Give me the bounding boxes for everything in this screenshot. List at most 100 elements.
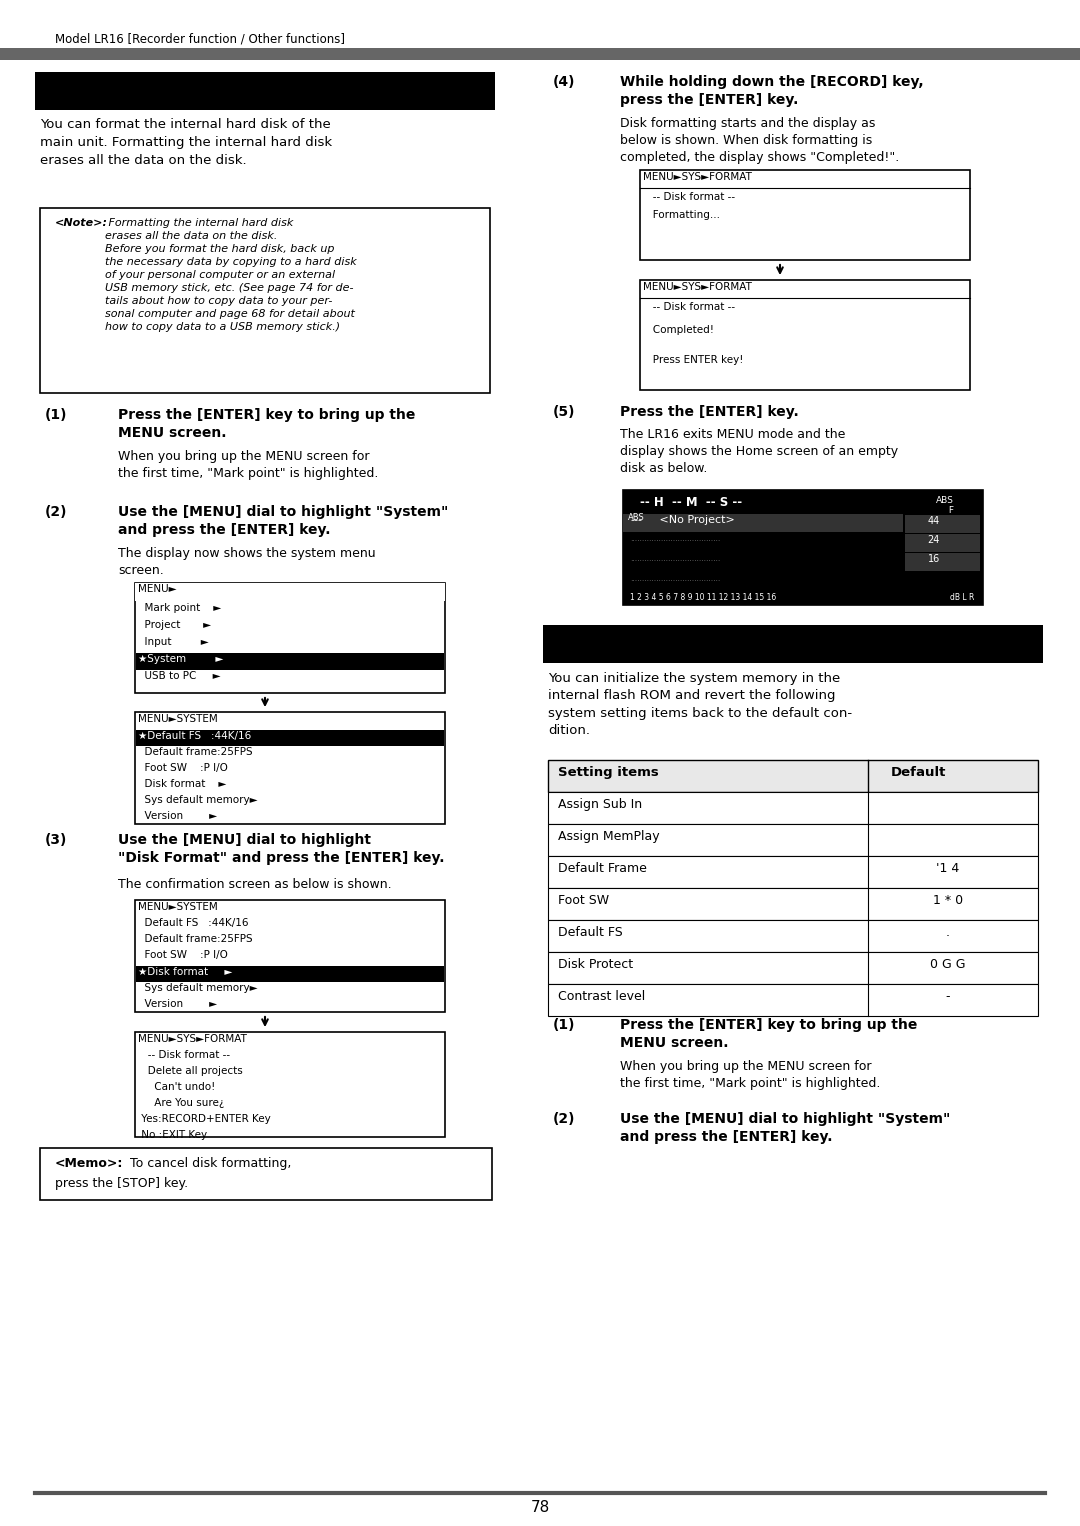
Bar <box>903 514 983 572</box>
Bar <box>905 534 980 552</box>
Text: Version        ►: Version ► <box>138 810 217 821</box>
Text: Use the [MENU] dial to highlight "System"
and press the [ENTER] key.: Use the [MENU] dial to highlight "System… <box>620 1112 950 1144</box>
Bar <box>135 583 445 693</box>
Text: 78: 78 <box>530 1500 550 1515</box>
Text: Can't undo!: Can't undo! <box>138 1082 215 1093</box>
Text: Yes:RECORD+ENTER Key: Yes:RECORD+ENTER Key <box>138 1114 271 1125</box>
Text: (1): (1) <box>45 407 67 423</box>
Text: press the [STOP] key.: press the [STOP] key. <box>55 1177 188 1190</box>
Text: 1 2 3 4 5 6 7 8 9 10 11 12 13 14 15 16: 1 2 3 4 5 6 7 8 9 10 11 12 13 14 15 16 <box>630 594 777 601</box>
Bar <box>623 572 903 591</box>
Text: .: . <box>946 926 950 938</box>
Text: Use the [MENU] dial to highlight
"Disk Format" and press the [ENTER] key.: Use the [MENU] dial to highlight "Disk F… <box>118 833 445 865</box>
Text: ......................................: ...................................... <box>630 574 720 583</box>
Text: Version        ►: Version ► <box>138 1000 217 1009</box>
Bar <box>623 514 983 533</box>
Bar <box>543 626 1043 662</box>
Text: ★Disk format     ►: ★Disk format ► <box>138 967 232 977</box>
Text: Press ENTER key!: Press ENTER key! <box>643 356 743 365</box>
Text: (4): (4) <box>553 75 576 89</box>
Text: Formatting the internal hard disk
erases all the data on the disk.
Before you fo: Formatting the internal hard disk erases… <box>105 218 356 333</box>
Text: Project       ►: Project ► <box>138 620 211 630</box>
Text: Press the [ENTER] key.: Press the [ENTER] key. <box>620 404 799 420</box>
Text: No :EXIT Key: No :EXIT Key <box>138 1129 207 1140</box>
Bar <box>40 208 490 394</box>
Text: Model LR16 [Recorder function / Other functions]: Model LR16 [Recorder function / Other fu… <box>55 32 345 44</box>
Text: Default: Default <box>890 766 946 778</box>
Text: Contrast level: Contrast level <box>558 990 645 1003</box>
Bar <box>40 1148 492 1199</box>
Bar <box>135 900 445 1012</box>
Text: While holding down the [RECORD] key,
press the [ENTER] key.: While holding down the [RECORD] key, pre… <box>620 75 923 107</box>
Text: <No Project>: <No Project> <box>656 514 734 525</box>
Bar <box>623 552 903 571</box>
Text: Setting items: Setting items <box>558 766 659 778</box>
Text: 24: 24 <box>928 536 940 545</box>
Text: Default FS: Default FS <box>558 926 623 938</box>
Bar <box>905 514 980 533</box>
Text: -- Disk format --: -- Disk format -- <box>643 192 735 201</box>
Bar <box>35 72 495 110</box>
Text: '1 4: '1 4 <box>936 862 960 874</box>
Bar <box>0 47 1080 60</box>
Text: ABS: ABS <box>627 513 645 522</box>
Text: Sys default memory►: Sys default memory► <box>138 795 258 806</box>
Text: Disk Protect: Disk Protect <box>558 958 633 971</box>
Text: 16: 16 <box>928 554 940 565</box>
Text: MENU►: MENU► <box>138 584 177 594</box>
Text: To cancel disk formatting,: To cancel disk formatting, <box>130 1157 292 1170</box>
Text: The confirmation screen as below is shown.: The confirmation screen as below is show… <box>118 877 392 891</box>
Bar <box>136 729 444 746</box>
Bar <box>136 966 444 983</box>
Text: Input         ►: Input ► <box>138 636 208 647</box>
Text: -: - <box>946 990 950 1003</box>
Text: MENU►SYS►FORMAT: MENU►SYS►FORMAT <box>643 172 752 182</box>
Text: When you bring up the MENU screen for
the first time, "Mark point" is highlighte: When you bring up the MENU screen for th… <box>118 450 378 481</box>
Bar <box>548 888 1038 920</box>
Text: ......................................: ...................................... <box>630 534 720 543</box>
Text: Are You sure¿: Are You sure¿ <box>138 1099 225 1108</box>
Text: 1 * 0: 1 * 0 <box>933 894 963 906</box>
Text: -- Disk format --: -- Disk format -- <box>138 1050 230 1061</box>
Text: (1): (1) <box>553 1018 576 1032</box>
Text: ★System         ►: ★System ► <box>138 655 224 664</box>
Text: -- H  -- M  -- S --: -- H -- M -- S -- <box>640 496 742 510</box>
Bar <box>640 279 970 391</box>
Text: Assign MemPlay: Assign MemPlay <box>558 830 660 842</box>
Text: (2): (2) <box>553 1112 576 1126</box>
Text: Default Frame: Default Frame <box>558 862 647 874</box>
Bar <box>548 920 1038 952</box>
Bar <box>135 583 445 601</box>
Bar <box>135 1032 445 1137</box>
Text: (5): (5) <box>553 404 576 420</box>
Text: Sys default memory►: Sys default memory► <box>138 983 258 993</box>
Text: -- Disk format --: -- Disk format -- <box>643 302 735 311</box>
Text: Default frame:25FPS: Default frame:25FPS <box>138 748 253 757</box>
Text: Use the [MENU] dial to highlight "System"
and press the [ENTER] key.: Use the [MENU] dial to highlight "System… <box>118 505 448 537</box>
Text: Default frame:25FPS: Default frame:25FPS <box>138 934 253 945</box>
Text: 0 G G: 0 G G <box>930 958 966 971</box>
Text: Delete all projects: Delete all projects <box>138 1067 243 1076</box>
Bar <box>623 490 983 604</box>
Text: The display now shows the system menu
screen.: The display now shows the system menu sc… <box>118 546 376 577</box>
Text: Foot SW    :P I/O: Foot SW :P I/O <box>138 763 228 774</box>
Text: Foot SW    :P I/O: Foot SW :P I/O <box>138 951 228 960</box>
Text: USB to PC     ►: USB to PC ► <box>138 671 220 681</box>
Bar <box>548 984 1038 1016</box>
Bar <box>548 760 1038 792</box>
Text: <Note>:: <Note>: <box>55 218 108 227</box>
Bar <box>905 552 980 571</box>
Text: When you bring up the MENU screen for
the first time, "Mark point" is highlighte: When you bring up the MENU screen for th… <box>620 1061 880 1090</box>
Text: Disk format    ►: Disk format ► <box>138 778 227 789</box>
Text: Foot SW: Foot SW <box>558 894 609 906</box>
Bar <box>548 952 1038 984</box>
Text: MENU►SYS►FORMAT: MENU►SYS►FORMAT <box>138 1035 247 1044</box>
Text: (2): (2) <box>45 505 67 519</box>
Text: MENU►SYSTEM: MENU►SYSTEM <box>138 902 218 913</box>
Text: Default FS   :44K/16: Default FS :44K/16 <box>138 919 248 928</box>
Text: Mark point    ►: Mark point ► <box>138 603 221 613</box>
Text: (3): (3) <box>45 833 67 847</box>
Text: Assign Sub In: Assign Sub In <box>558 798 643 810</box>
Bar <box>548 824 1038 856</box>
Text: ---: --- <box>630 514 642 525</box>
